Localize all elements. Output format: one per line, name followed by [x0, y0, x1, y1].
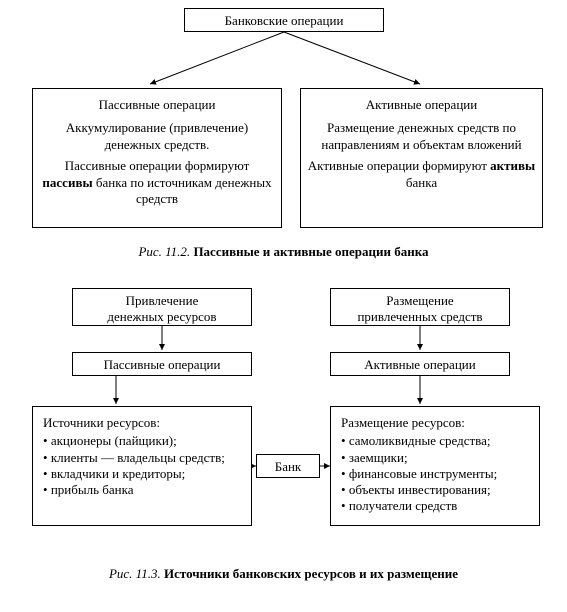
- list-item: заемщики;: [341, 450, 529, 466]
- fig2-placement-title: Размещение ресурсов:: [341, 415, 529, 431]
- fig1-root-node: Банковские операции: [184, 8, 384, 32]
- list-item: акционеры (пайщики);: [43, 433, 241, 449]
- fig1-left-line2: Пассивные операции формируют пассивы бан…: [39, 158, 275, 209]
- list-item: прибыль банка: [43, 482, 241, 498]
- fig2-caption-title: Источники банковских ресурсов и их разме…: [164, 566, 458, 581]
- list-item: самоликвидные средства;: [341, 433, 529, 449]
- list-item: вкладчики и кредиторы;: [43, 466, 241, 482]
- list-item: получатели средств: [341, 498, 529, 514]
- fig1-right-line1: Размещение денежных средств по направлен…: [307, 120, 536, 154]
- fig2-caption: Рис. 11.3. Источники банковских ресурсов…: [0, 566, 567, 582]
- fig1-left-node: Пассивные операции Аккумулирование (прив…: [32, 88, 282, 228]
- fig2-sources-list: акционеры (пайщики);клиенты — владельцы …: [43, 433, 241, 498]
- fig2-bank-node: Банк: [256, 454, 320, 478]
- fig1-right-node: Активные операции Размещение денежных ср…: [300, 88, 543, 228]
- fig1-right-line2: Активные операции формируют активы банка: [307, 158, 536, 192]
- list-item: финансовые инструменты;: [341, 466, 529, 482]
- list-item: клиенты — владельцы средств;: [43, 450, 241, 466]
- fig2-mid-right-node: Активные операции: [330, 352, 510, 376]
- fig1-left-line1: Аккумулирование (привлечение) денежных с…: [39, 120, 275, 154]
- list-item: объекты инвестирования;: [341, 482, 529, 498]
- fig2-top-left-node: Привлечениеденежных ресурсов: [72, 288, 252, 326]
- fig1-left-title: Пассивные операции: [39, 97, 275, 114]
- fig1-caption: Рис. 11.2. Пассивные и активные операции…: [0, 244, 567, 260]
- fig2-top-right-node: Размещениепривлеченных средств: [330, 288, 510, 326]
- fig2-sources-title: Источники ресурсов:: [43, 415, 241, 431]
- fig2-placement-node: Размещение ресурсов: самоликвидные средс…: [330, 406, 540, 526]
- fig1-caption-fig: Рис. 11.2.: [138, 244, 190, 259]
- fig2-caption-fig: Рис. 11.3.: [109, 566, 161, 581]
- fig1-caption-title: Пассивные и активные операции банка: [193, 244, 428, 259]
- fig2-placement-list: самоликвидные средства;заемщики;финансов…: [341, 433, 529, 514]
- fig2-sources-node: Источники ресурсов: акционеры (пайщики);…: [32, 406, 252, 526]
- fig1-right-title: Активные операции: [307, 97, 536, 114]
- fig2-mid-left-node: Пассивные операции: [72, 352, 252, 376]
